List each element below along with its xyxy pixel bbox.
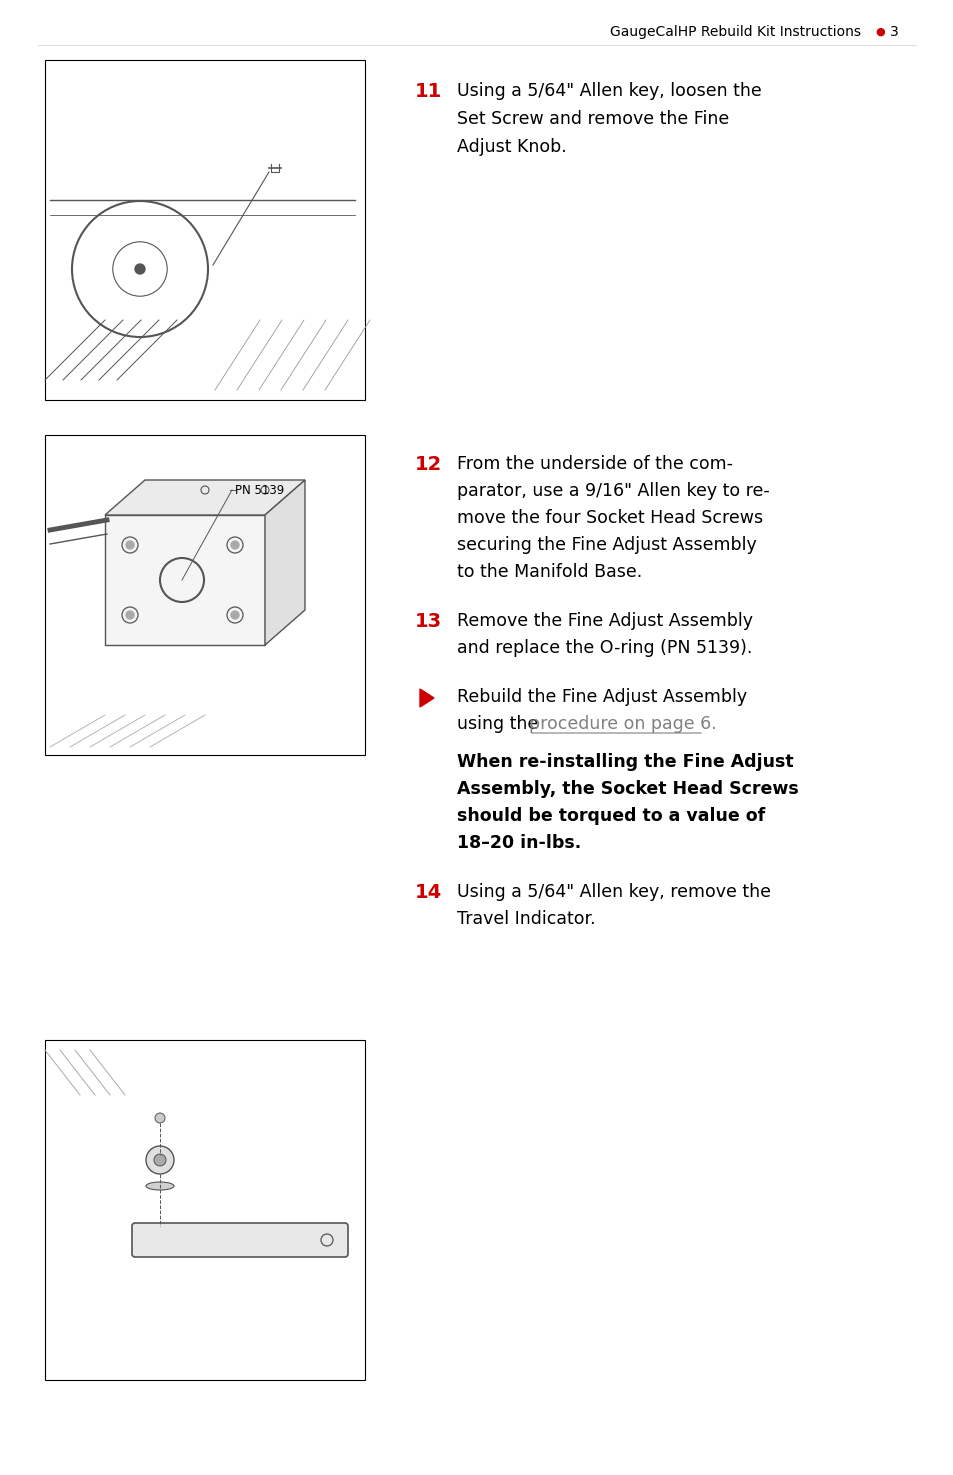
Circle shape <box>154 1114 165 1122</box>
Text: and replace the O-ring (PN 5139).: and replace the O-ring (PN 5139). <box>456 639 752 656</box>
Bar <box>45 435 365 755</box>
Text: to the Manifold Base.: to the Manifold Base. <box>456 563 641 581</box>
Text: 18–20 in-lbs.: 18–20 in-lbs. <box>456 833 580 853</box>
Bar <box>45 60 365 400</box>
Circle shape <box>135 264 145 274</box>
FancyBboxPatch shape <box>132 1223 348 1257</box>
Polygon shape <box>419 689 434 707</box>
Text: GaugeCalHP Rebuild Kit Instructions: GaugeCalHP Rebuild Kit Instructions <box>610 25 869 38</box>
Text: When re-installing the Fine Adjust: When re-installing the Fine Adjust <box>456 754 793 771</box>
Bar <box>45 1040 365 1381</box>
Text: 11: 11 <box>415 83 442 100</box>
Text: From the underside of the com-: From the underside of the com- <box>456 454 732 473</box>
Polygon shape <box>105 479 305 515</box>
Text: PN 5139: PN 5139 <box>234 484 284 497</box>
Text: move the four Socket Head Screws: move the four Socket Head Screws <box>456 509 762 527</box>
Bar <box>105 515 265 645</box>
Circle shape <box>126 541 133 549</box>
Text: Remove the Fine Adjust Assembly: Remove the Fine Adjust Assembly <box>456 612 752 630</box>
Circle shape <box>231 611 239 620</box>
Text: Rebuild the Fine Adjust Assembly: Rebuild the Fine Adjust Assembly <box>456 687 746 707</box>
Polygon shape <box>265 479 305 645</box>
Text: should be torqued to a value of: should be torqued to a value of <box>456 807 764 825</box>
Text: ●: ● <box>874 27 883 37</box>
Circle shape <box>153 1153 166 1167</box>
Text: procedure on page 6.: procedure on page 6. <box>529 715 716 733</box>
Circle shape <box>146 1146 173 1174</box>
Circle shape <box>126 611 133 620</box>
Text: Adjust Knob.: Adjust Knob. <box>456 139 566 156</box>
Text: 13: 13 <box>415 612 441 631</box>
Text: Travel Indicator.: Travel Indicator. <box>456 910 595 928</box>
Text: using the: using the <box>456 715 543 733</box>
Text: parator, use a 9/16" Allen key to re-: parator, use a 9/16" Allen key to re- <box>456 482 769 500</box>
Circle shape <box>231 541 239 549</box>
Text: securing the Fine Adjust Assembly: securing the Fine Adjust Assembly <box>456 535 756 555</box>
Text: 12: 12 <box>415 454 442 473</box>
Ellipse shape <box>146 1181 173 1190</box>
Text: 3: 3 <box>889 25 898 38</box>
Text: Using a 5/64" Allen key, loosen the: Using a 5/64" Allen key, loosen the <box>456 83 760 100</box>
Text: Assembly, the Socket Head Screws: Assembly, the Socket Head Screws <box>456 780 798 798</box>
Text: Using a 5/64" Allen key, remove the: Using a 5/64" Allen key, remove the <box>456 884 770 901</box>
Text: Set Screw and remove the Fine: Set Screw and remove the Fine <box>456 111 728 128</box>
Text: 14: 14 <box>415 884 442 903</box>
